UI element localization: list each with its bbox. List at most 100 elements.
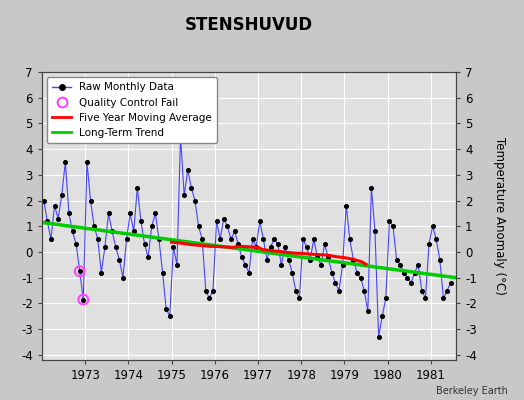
Point <box>61 159 70 165</box>
Point <box>425 241 433 248</box>
Point <box>198 236 206 242</box>
Point <box>277 262 286 268</box>
Point <box>274 241 282 248</box>
Point <box>90 223 99 230</box>
Point <box>378 313 386 320</box>
Point <box>133 184 141 191</box>
Point <box>410 269 419 276</box>
Point <box>302 244 311 250</box>
Point <box>439 295 447 302</box>
Point <box>205 295 214 302</box>
Point <box>166 313 174 320</box>
Point <box>342 202 351 209</box>
Point <box>162 305 170 312</box>
Y-axis label: Temperature Anomaly (°C): Temperature Anomaly (°C) <box>494 137 507 295</box>
Point <box>306 256 314 263</box>
Point <box>313 254 322 260</box>
Point <box>129 228 138 235</box>
Point <box>173 262 181 268</box>
Point <box>331 280 340 286</box>
Title: STENSHUVUD: STENSHUVUD <box>185 16 313 34</box>
Point <box>234 241 243 248</box>
Point <box>285 256 293 263</box>
Point <box>432 236 440 242</box>
Point <box>191 197 199 204</box>
Point <box>212 218 221 224</box>
Point <box>443 287 451 294</box>
Point <box>288 269 297 276</box>
Point <box>263 256 271 263</box>
Point <box>144 254 152 260</box>
Point <box>83 159 91 165</box>
Point <box>237 254 246 260</box>
Point <box>256 218 264 224</box>
Point <box>375 334 383 340</box>
Point <box>209 287 217 294</box>
Point <box>295 295 303 302</box>
Point <box>266 244 275 250</box>
Point <box>94 236 102 242</box>
Point <box>299 236 307 242</box>
Point <box>140 241 149 248</box>
Point <box>400 269 408 276</box>
Point <box>119 274 127 281</box>
Point <box>371 228 379 235</box>
Point <box>346 236 354 242</box>
Point <box>429 223 437 230</box>
Point <box>122 236 130 242</box>
Point <box>155 236 163 242</box>
Text: Berkeley Earth: Berkeley Earth <box>436 386 508 396</box>
Point <box>151 210 159 217</box>
Point <box>421 295 430 302</box>
Point <box>47 236 55 242</box>
Point <box>310 236 318 242</box>
Point <box>75 268 84 274</box>
Legend: Raw Monthly Data, Quality Control Fail, Five Year Moving Average, Long-Term Tren: Raw Monthly Data, Quality Control Fail, … <box>47 77 217 143</box>
Point <box>104 210 113 217</box>
Point <box>231 228 239 235</box>
Point <box>75 268 84 274</box>
Point <box>180 192 188 199</box>
Point <box>68 228 77 235</box>
Point <box>187 184 195 191</box>
Point <box>356 274 365 281</box>
Point <box>79 296 88 303</box>
Point <box>349 256 357 263</box>
Point <box>137 218 145 224</box>
Point <box>291 287 300 294</box>
Point <box>281 244 289 250</box>
Point <box>317 262 325 268</box>
Point <box>115 256 124 263</box>
Point <box>389 223 397 230</box>
Point <box>248 236 257 242</box>
Point <box>403 274 411 281</box>
Point <box>320 241 329 248</box>
Point <box>364 308 372 314</box>
Point <box>418 287 426 294</box>
Point <box>414 262 422 268</box>
Point <box>148 223 156 230</box>
Point <box>252 244 260 250</box>
Point <box>396 262 405 268</box>
Point <box>241 262 249 268</box>
Point <box>216 236 224 242</box>
Point <box>43 218 51 224</box>
Point <box>101 244 109 250</box>
Point <box>339 262 347 268</box>
Point <box>112 244 120 250</box>
Point <box>367 184 376 191</box>
Point <box>392 256 401 263</box>
Point <box>385 218 394 224</box>
Point <box>227 236 235 242</box>
Point <box>54 215 62 222</box>
Point <box>158 269 167 276</box>
Point <box>194 223 203 230</box>
Point <box>183 166 192 173</box>
Point <box>435 256 444 263</box>
Point <box>72 241 80 248</box>
Point <box>223 223 232 230</box>
Point <box>328 269 336 276</box>
Point <box>169 244 178 250</box>
Point <box>335 287 343 294</box>
Point <box>79 296 88 303</box>
